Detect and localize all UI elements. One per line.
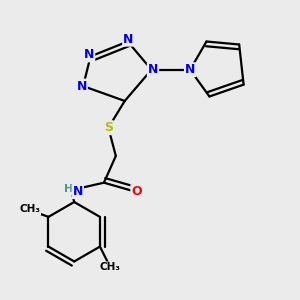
Text: H: H: [64, 184, 74, 194]
Text: N: N: [84, 48, 94, 62]
Text: N: N: [73, 185, 83, 198]
Text: S: S: [104, 121, 113, 134]
Text: CH₃: CH₃: [100, 262, 121, 272]
Text: O: O: [131, 185, 142, 198]
Text: N: N: [148, 63, 158, 76]
Text: N: N: [76, 80, 87, 93]
Text: CH₃: CH₃: [19, 204, 40, 214]
Text: N: N: [123, 33, 134, 46]
Text: N: N: [185, 63, 195, 76]
